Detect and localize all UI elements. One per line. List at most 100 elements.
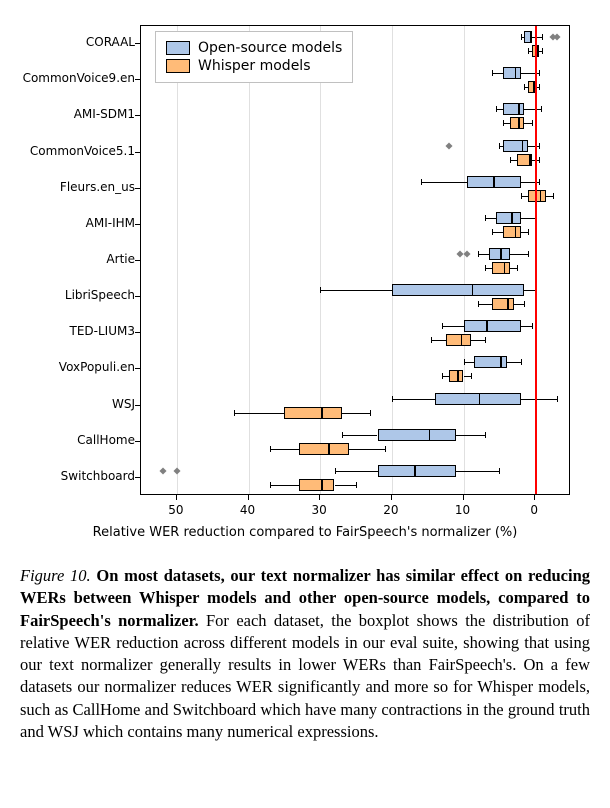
whisker <box>421 182 468 183</box>
whisker <box>464 362 475 363</box>
box <box>492 262 510 274</box>
gridline <box>320 26 321 494</box>
y-tick <box>135 115 140 116</box>
category-label: WSJ <box>112 397 135 411</box>
x-tick-label: 0 <box>530 503 538 517</box>
whisker-cap <box>553 193 554 199</box>
figure-label: Figure 10. <box>20 566 91 585</box>
box <box>503 226 521 238</box>
median-line <box>518 104 520 114</box>
whisker <box>485 218 496 219</box>
outlier <box>464 250 471 257</box>
box <box>524 31 531 43</box>
box <box>299 479 335 491</box>
y-tick <box>135 332 140 333</box>
y-tick <box>135 79 140 80</box>
plot-area <box>140 25 570 495</box>
box <box>392 284 525 296</box>
whisker <box>524 123 531 124</box>
box <box>446 334 471 346</box>
whisker <box>524 290 535 291</box>
x-tick-label: 30 <box>312 503 327 517</box>
median-line <box>429 430 431 440</box>
whisker <box>510 268 517 269</box>
whisker-cap <box>464 359 465 365</box>
gridline <box>392 26 393 494</box>
whisker <box>492 73 503 74</box>
whisker-cap <box>442 323 443 329</box>
whisker-cap <box>421 179 422 185</box>
boxplot-chart: Open-source modelsWhisper models Relativ… <box>20 15 590 545</box>
whisker <box>510 254 528 255</box>
whisker-cap <box>492 70 493 76</box>
whisker-cap <box>385 446 386 452</box>
category-label: AMI-IHM <box>86 216 135 230</box>
whisker-cap <box>485 215 486 221</box>
whisker <box>234 413 284 414</box>
whisker-cap <box>471 373 472 379</box>
whisker <box>478 254 489 255</box>
x-tick-label: 40 <box>240 503 255 517</box>
whisker <box>546 196 553 197</box>
whisker-cap <box>539 84 540 90</box>
legend-label: Whisper models <box>198 58 311 74</box>
whisker <box>521 232 528 233</box>
x-tick-label: 20 <box>383 503 398 517</box>
category-label: TED-LIUM3 <box>70 324 135 338</box>
whisker-cap <box>539 157 540 163</box>
median-line <box>328 444 330 454</box>
outlier <box>456 250 463 257</box>
median-line <box>321 408 323 418</box>
whisker-cap <box>270 482 271 488</box>
category-label: CommonVoice5.1 <box>30 144 135 158</box>
caption-text: For each dataset, the boxplot shows the … <box>20 611 590 741</box>
box <box>503 140 528 152</box>
median-line <box>457 371 459 381</box>
median-line <box>479 394 481 404</box>
y-tick <box>135 405 140 406</box>
median-line <box>518 118 520 128</box>
whisker-cap <box>234 410 235 416</box>
outlier <box>159 467 166 474</box>
y-tick <box>135 188 140 189</box>
x-tick <box>534 495 535 500</box>
median-line <box>500 357 502 367</box>
whisker-cap <box>539 143 540 149</box>
whisker <box>320 290 392 291</box>
whisker <box>342 435 378 436</box>
box <box>449 370 463 382</box>
legend-label: Open-source models <box>198 40 342 56</box>
whisker-cap <box>517 265 518 271</box>
whisker <box>270 485 299 486</box>
whisker <box>521 326 532 327</box>
whisker <box>456 471 499 472</box>
median-line <box>461 335 463 345</box>
whisker <box>335 471 378 472</box>
median-line <box>493 177 495 187</box>
category-label: CORAAL <box>86 35 135 49</box>
whisker-cap <box>335 468 336 474</box>
whisker-cap <box>539 70 540 76</box>
box <box>435 393 521 405</box>
whisker-cap <box>320 287 321 293</box>
box <box>510 117 524 129</box>
box <box>496 212 521 224</box>
median-line <box>515 68 517 78</box>
whisker-cap <box>521 193 522 199</box>
median-line <box>522 141 524 151</box>
median-line <box>511 213 513 223</box>
y-tick <box>135 43 140 44</box>
whisker-cap <box>532 323 533 329</box>
whisker-cap <box>492 229 493 235</box>
category-label: CommonVoice9.en <box>23 71 135 85</box>
x-tick <box>463 495 464 500</box>
whisker-cap <box>496 106 497 112</box>
median-line <box>529 155 531 165</box>
y-tick <box>135 152 140 153</box>
gridline <box>177 26 178 494</box>
whisker-cap <box>503 120 504 126</box>
whisker <box>349 449 385 450</box>
median-line <box>530 32 532 42</box>
median-line <box>504 263 506 273</box>
box <box>503 103 525 115</box>
